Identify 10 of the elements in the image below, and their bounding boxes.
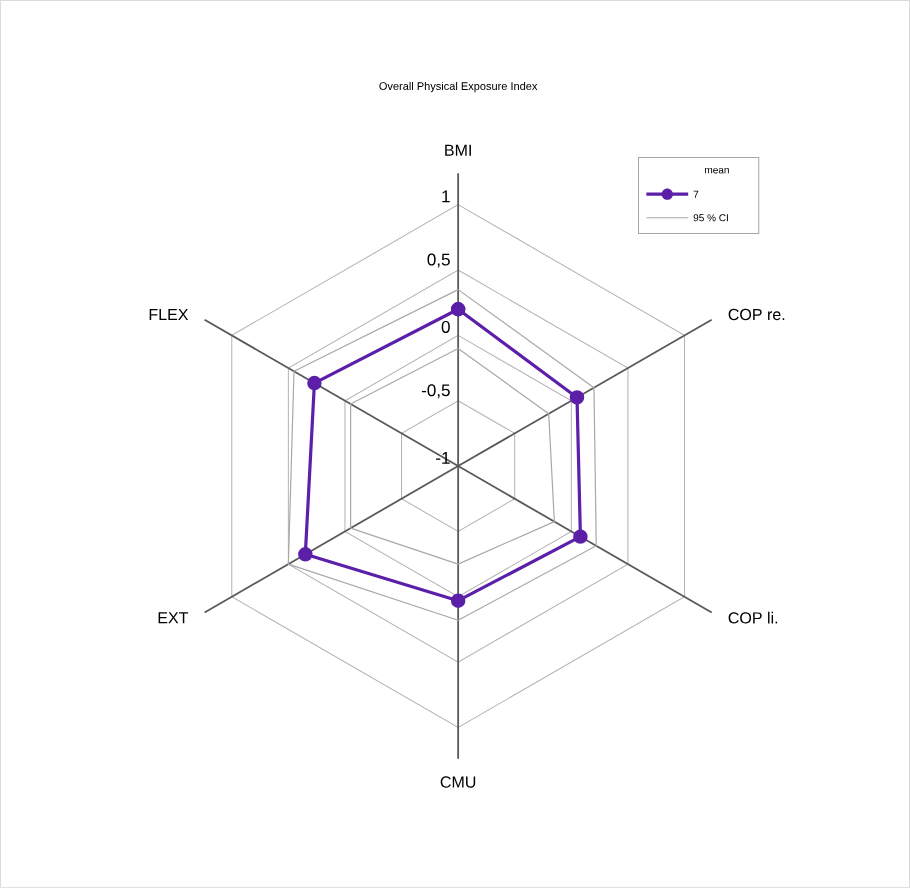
y-tick-label: 0,5 [427,253,450,268]
y-tick-label: -0,5 [421,384,450,399]
spoke-label: EXT [158,612,189,624]
spoke-label: CMU [440,776,476,788]
y-tick-label: 1 [442,190,450,203]
spoke-label: FLEX [149,309,189,321]
y-tick-label: 0 [441,320,450,334]
spoke-label: BMI [445,144,471,156]
spoke-label: COP li. [728,611,778,624]
spoke-label: COP re. [728,308,785,321]
